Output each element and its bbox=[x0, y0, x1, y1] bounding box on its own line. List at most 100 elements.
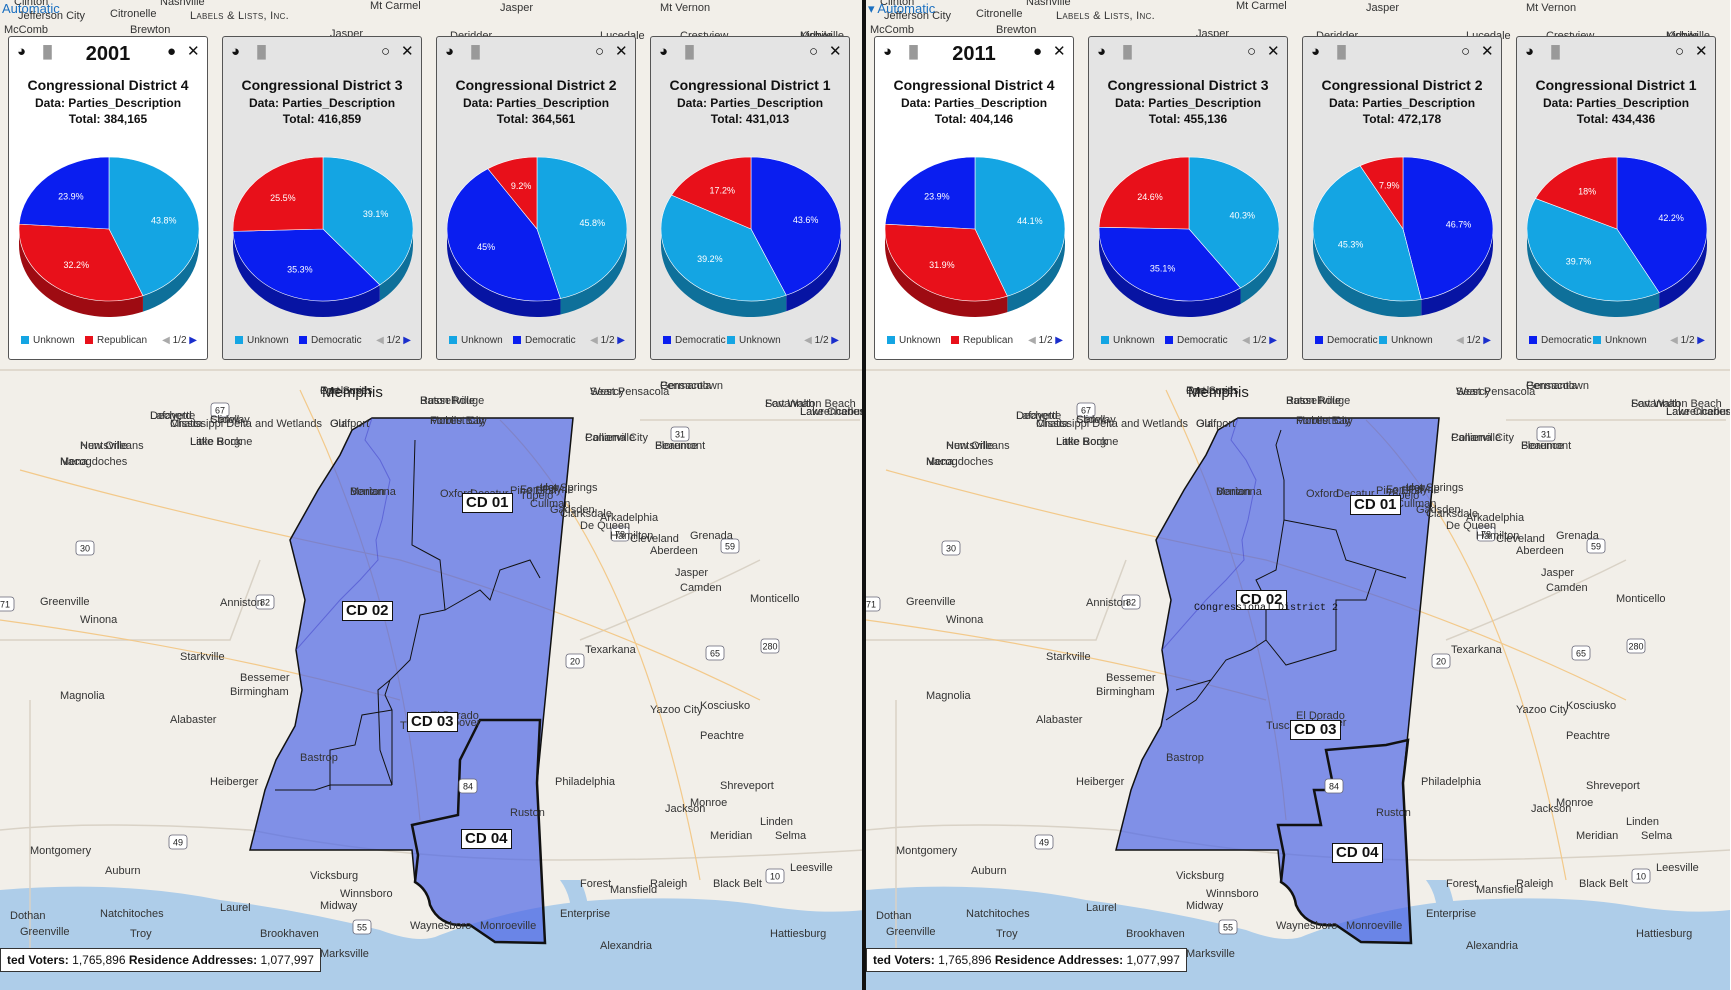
base-map[interactable]: 67 31 30 78 59 82 65 20 280 49 84 10 55 71 bbox=[866, 0, 1730, 990]
pie-slice-unknown[interactable] bbox=[661, 194, 787, 302]
next-arrow-icon[interactable]: ▶ bbox=[1694, 335, 1705, 346]
pie-chart[interactable]: 39.1% 35.3% 25.5% bbox=[233, 141, 413, 321]
next-arrow-icon[interactable]: ▶ bbox=[186, 335, 197, 346]
bar-chart-icon[interactable]: ▐▌ bbox=[253, 45, 271, 59]
pie-slice-republican[interactable] bbox=[671, 156, 752, 230]
pie-slice-democratic[interactable] bbox=[750, 156, 841, 296]
district-label-cd2[interactable]: CD 02 bbox=[342, 601, 393, 621]
pie-slice-republican[interactable] bbox=[1535, 156, 1618, 230]
legend-item[interactable]: Democratic bbox=[1165, 335, 1228, 346]
map-view-right[interactable]: 67 31 30 78 59 82 65 20 280 49 84 10 55 71 Fort Smith R… bbox=[866, 0, 1730, 990]
pie-slice-democratic[interactable] bbox=[447, 168, 561, 302]
pie-slice-republican[interactable] bbox=[885, 223, 1008, 302]
district-label-cd3[interactable]: CD 03 bbox=[1290, 720, 1341, 740]
pie-slice-unknown[interactable] bbox=[1188, 156, 1279, 289]
pie-slice-democratic[interactable] bbox=[885, 156, 976, 230]
close-icon[interactable]: ✕ bbox=[401, 43, 414, 60]
empty-circle-icon[interactable]: ○ bbox=[1461, 43, 1471, 60]
empty-circle-icon[interactable]: ○ bbox=[1675, 43, 1685, 60]
clock-pie-icon[interactable]: ◕ bbox=[1525, 43, 1535, 60]
pie-chart[interactable]: 43.8% 32.2% 23.9% bbox=[19, 141, 199, 321]
next-arrow-icon[interactable]: ▶ bbox=[1480, 335, 1491, 346]
district-chart-panel[interactable]: ◕ ▐▌ ○ ✕ Congressional District 2 Data: Parti… bbox=[1302, 36, 1502, 360]
next-arrow-icon[interactable]: ▶ bbox=[400, 335, 411, 346]
pie-chart[interactable]: 44.1% 31.9% 23.9% bbox=[885, 141, 1065, 321]
prev-arrow-icon[interactable]: ◀ bbox=[162, 335, 173, 346]
pie-slice-democratic[interactable] bbox=[1402, 156, 1493, 300]
bar-chart-icon[interactable]: ▐▌ bbox=[681, 45, 699, 59]
pie-slice-democratic[interactable] bbox=[1099, 226, 1241, 302]
clock-pie-icon[interactable]: ◕ bbox=[659, 43, 669, 60]
legend-item[interactable]: Unknown bbox=[727, 335, 781, 346]
filled-circle-icon[interactable]: ● bbox=[1033, 43, 1043, 60]
clock-pie-icon[interactable]: ◕ bbox=[231, 43, 241, 60]
legend-item[interactable]: Unknown bbox=[449, 335, 503, 346]
legend-item[interactable]: Unknown bbox=[887, 335, 941, 346]
pie-chart[interactable]: 43.6% 39.2% 17.2% bbox=[661, 141, 841, 321]
legend-item[interactable]: Unknown bbox=[1101, 335, 1155, 346]
legend-item[interactable]: Democratic bbox=[513, 335, 576, 346]
prev-arrow-icon[interactable]: ◀ bbox=[376, 335, 387, 346]
layer-mode-dropdown[interactable]: ▾ Automatic bbox=[868, 1, 935, 17]
empty-circle-icon[interactable]: ○ bbox=[381, 43, 391, 60]
next-arrow-icon[interactable]: ▶ bbox=[1052, 335, 1063, 346]
pie-slice-republican[interactable] bbox=[487, 156, 538, 230]
view-divider[interactable] bbox=[862, 0, 866, 990]
district-label-cd2[interactable]: CD 02 bbox=[1236, 590, 1287, 610]
pie-slice-republican[interactable] bbox=[1359, 156, 1404, 230]
clock-pie-icon[interactable]: ◕ bbox=[17, 43, 27, 60]
district-label-cd3[interactable]: CD 03 bbox=[407, 712, 458, 732]
prev-arrow-icon[interactable]: ◀ bbox=[1028, 335, 1039, 346]
legend-item[interactable]: Republican bbox=[951, 335, 1013, 346]
pie-slice-democratic[interactable] bbox=[233, 228, 381, 302]
clock-pie-icon[interactable]: ◕ bbox=[1311, 43, 1321, 60]
bar-chart-icon[interactable]: ▐▌ bbox=[1333, 45, 1351, 59]
pie-slice-republican[interactable] bbox=[19, 223, 144, 302]
legend-item[interactable]: Democratic bbox=[663, 335, 726, 346]
empty-circle-icon[interactable]: ○ bbox=[809, 43, 819, 60]
district-chart-panel[interactable]: ◕ ▐▌ ○ ✕ Congressional District 2 Data: Parti… bbox=[436, 36, 636, 360]
pie-slice-republican[interactable] bbox=[1099, 156, 1190, 230]
district-label-cd4[interactable]: CD 04 bbox=[1332, 843, 1383, 863]
district-label-cd4[interactable]: CD 04 bbox=[461, 829, 512, 849]
pie-slice-unknown[interactable] bbox=[974, 156, 1065, 297]
legend-item[interactable]: Republican bbox=[85, 335, 147, 346]
legend-item[interactable]: Unknown bbox=[21, 335, 75, 346]
prev-arrow-icon[interactable]: ◀ bbox=[590, 335, 601, 346]
close-icon[interactable]: ✕ bbox=[829, 43, 842, 60]
district-chart-panel[interactable]: ◕ ▐▌ ● ✕ 2011 Congressional District 4 Data: P… bbox=[874, 36, 1074, 360]
close-icon[interactable]: ✕ bbox=[1481, 43, 1494, 60]
next-arrow-icon[interactable]: ▶ bbox=[1266, 335, 1277, 346]
pie-slice-unknown[interactable] bbox=[1527, 198, 1660, 302]
pie-slice-unknown[interactable] bbox=[322, 156, 413, 286]
clock-pie-icon[interactable]: ◕ bbox=[445, 43, 455, 60]
clock-pie-icon[interactable]: ◕ bbox=[883, 43, 893, 60]
prev-arrow-icon[interactable]: ◀ bbox=[1242, 335, 1253, 346]
pie-slice-democratic[interactable] bbox=[19, 156, 110, 230]
district-chart-panel[interactable]: ◕ ▐▌ ○ ✕ Congressional District 3 Data: Parti… bbox=[222, 36, 422, 360]
prev-arrow-icon[interactable]: ◀ bbox=[804, 335, 815, 346]
bar-chart-icon[interactable]: ▐▌ bbox=[467, 45, 485, 59]
empty-circle-icon[interactable]: ○ bbox=[1247, 43, 1257, 60]
pie-chart[interactable]: 42.2% 39.7% 18% bbox=[1527, 141, 1707, 321]
legend-item[interactable]: Democratic bbox=[1529, 335, 1592, 346]
pie-slice-unknown[interactable] bbox=[108, 156, 199, 297]
district-label-cd1[interactable]: CD 01 bbox=[1350, 495, 1401, 515]
map-view-left[interactable]: 67 31 30 78 59 82 65 20 280 49 84 10 55 71 Fort Smith R… bbox=[0, 0, 864, 990]
close-icon[interactable]: ✕ bbox=[615, 43, 628, 60]
district-chart-panel[interactable]: ◕ ▐▌ ○ ✕ Congressional District 1 Data: Parti… bbox=[650, 36, 850, 360]
district-chart-panel[interactable]: ◕ ▐▌ ● ✕ 2001 Congressional District 4 Data: P… bbox=[8, 36, 208, 360]
pie-chart[interactable]: 46.7% 45.3% 7.9% bbox=[1313, 141, 1493, 321]
legend-item[interactable]: Unknown bbox=[1593, 335, 1647, 346]
close-icon[interactable]: ✕ bbox=[1267, 43, 1280, 60]
district-chart-panel[interactable]: ◕ ▐▌ ○ ✕ Congressional District 1 Data: Parti… bbox=[1516, 36, 1716, 360]
pie-chart[interactable]: 40.3% 35.1% 24.6% bbox=[1099, 141, 1279, 321]
bar-chart-icon[interactable]: ▐▌ bbox=[905, 45, 923, 59]
legend-item[interactable]: Democratic bbox=[1315, 335, 1378, 346]
prev-arrow-icon[interactable]: ◀ bbox=[1456, 335, 1467, 346]
pie-chart[interactable]: 45.8% 45% 9.2% bbox=[447, 141, 627, 321]
next-arrow-icon[interactable]: ▶ bbox=[828, 335, 839, 346]
pie-slice-unknown[interactable] bbox=[536, 156, 627, 299]
filled-circle-icon[interactable]: ● bbox=[167, 43, 177, 60]
empty-circle-icon[interactable]: ○ bbox=[595, 43, 605, 60]
